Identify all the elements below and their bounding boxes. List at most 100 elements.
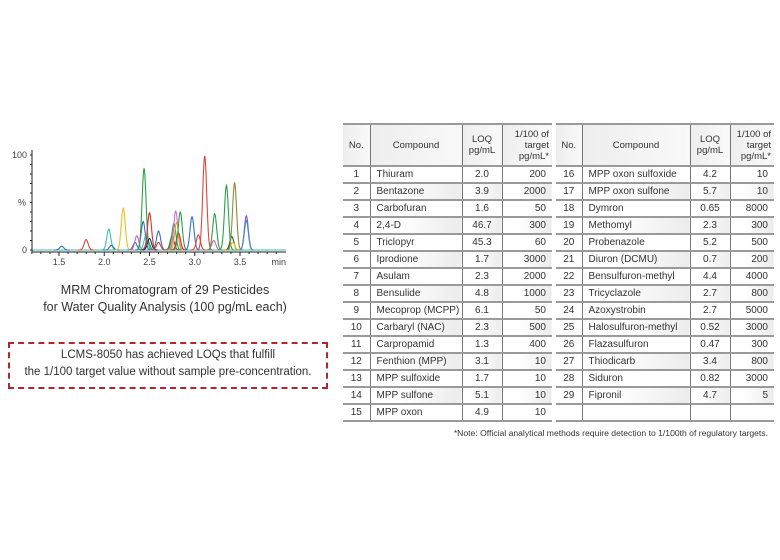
cell-compound: Tricyclazole (582, 285, 691, 303)
cell-compound: Azoxystrobin (582, 302, 691, 320)
header-compound: Compound (370, 123, 463, 167)
cell-no: 24 (556, 302, 583, 320)
cell-loq: 2.0 (462, 166, 503, 184)
cell-compound: Flazasulfuron (582, 336, 691, 354)
cell-target: 1000 (502, 285, 552, 303)
peak (168, 221, 185, 251)
cell-loq: 3.1 (462, 353, 503, 371)
cell-no: 13 (343, 370, 371, 388)
cell-no: 26 (556, 336, 583, 354)
cell-loq: 4.2 (690, 166, 731, 184)
cell-no: 28 (556, 370, 583, 388)
table-row: 9 Mecoprop (MCPP) 6.1 50 (343, 302, 552, 320)
cell-no: 14 (343, 387, 371, 405)
table-row: 20 Probenazole 5.2 500 (556, 234, 774, 252)
cell-no: 25 (556, 319, 583, 337)
cell-compound: Fenthion (MPP) (370, 353, 463, 371)
header-loq-line2: pg/mL (468, 145, 496, 156)
cell-compound: Carbofuran (370, 200, 463, 218)
cell-compound: MPP sulfoxide (370, 370, 463, 388)
cell-loq: 0.47 (690, 336, 731, 354)
callout-box: LCMS-8050 has achieved LOQs that fulfill… (8, 342, 328, 389)
cell-compound: Triclopyr (370, 234, 463, 252)
cell-loq: 4.7 (690, 387, 731, 405)
cell-loq: 2.7 (690, 285, 731, 303)
cell-compound: Mecoprop (MCPP) (370, 302, 463, 320)
table-row: 14 MPP sulfone 5.1 10 (343, 387, 552, 405)
cell-target: 60 (502, 234, 552, 252)
cell-loq: 4.9 (462, 404, 503, 422)
table-row: 21 Diuron (DCMU) 0.7 200 (556, 251, 774, 269)
header-loq: LOQ pg/mL (462, 123, 503, 167)
cell-compound: MPP sulfone (370, 387, 463, 405)
callout-line-1: LCMS-8050 has achieved LOQs that fulfill (60, 349, 276, 361)
cell-target: 400 (502, 336, 552, 354)
cell-no: 18 (556, 200, 583, 218)
header-target-line2: target (524, 139, 549, 151)
cell-no: 29 (556, 387, 583, 405)
peak (78, 238, 95, 251)
chart-title: MRM Chromatogram of 29 Pesticides (60, 283, 270, 297)
peak (183, 215, 201, 251)
x-tick-label: 2.5 (143, 257, 156, 267)
peak (226, 182, 243, 251)
table-row: 26 Flazasulfuron 0.47 300 (556, 336, 774, 354)
chromatogram: 1.5 2.0 2.5 3.0 3.5 min 0 100% (12, 150, 286, 267)
cell-loq: 2.7 (690, 302, 731, 320)
cell-compound: MPP oxon sulfoxide (582, 166, 691, 184)
table-row: 7 Asulam 2.3 2000 (343, 268, 552, 286)
cell-loq: 0.7 (690, 251, 731, 269)
cell-loq: 2.3 (462, 319, 503, 337)
header-loq-line2: pg/mL (696, 145, 724, 156)
cell-no: 27 (556, 353, 583, 371)
cell-compound: Bensulide (370, 285, 463, 303)
peak (172, 210, 189, 251)
cell-loq: 2.3 (690, 217, 731, 235)
table-row: 13 MPP sulfoxide 1.7 10 (343, 370, 552, 388)
header-loq: LOQ pg/mL (690, 123, 731, 167)
cell-compound: MPP oxon (370, 404, 463, 422)
loq-table-right: No. Compound LOQ pg/mL 1/100 of target pg/m… (556, 123, 774, 422)
chart-subtitle: for Water Quality Analysis (100 pg/mL ea… (43, 300, 287, 314)
table-row: 12 Fenthion (MPP) 3.1 10 (343, 353, 552, 371)
header-loq-line1: LOQ (699, 134, 721, 145)
cell-no: 15 (343, 404, 371, 422)
cell-no: 16 (556, 166, 583, 184)
cell-target: 50 (502, 200, 552, 218)
cell-loq: 4.8 (462, 285, 503, 303)
header-row: No. Compound LOQ pg/mL 1/100 of target pg/m… (343, 123, 552, 167)
table-row (556, 404, 774, 422)
cell-no: 6 (343, 251, 371, 269)
table-row: 24 Azoxystrobin 2.7 5000 (556, 302, 774, 320)
cell-target: 5000 (730, 302, 774, 320)
cell-target: 500 (730, 234, 774, 252)
cell-compound: MPP oxon sulfone (582, 183, 691, 201)
table-row: 15 MPP oxon 4.9 10 (343, 404, 552, 422)
cell-no: 11 (343, 336, 371, 354)
header-target: 1/100 of target pg/mL* (502, 123, 552, 167)
header-no: No. (343, 123, 371, 167)
header-target-line1: 1/100 of (514, 128, 549, 140)
cell-compound (582, 404, 691, 422)
cell-no: 12 (343, 353, 371, 371)
header-loq-line1: LOQ (471, 134, 493, 145)
cell-target: 3000 (730, 370, 774, 388)
cell-loq: 5.7 (690, 183, 731, 201)
table-row: 2 Bentazone 3.9 2000 (343, 183, 552, 201)
table-note: *Note: Official analytical methods requi… (453, 428, 768, 438)
header-row: No. Compound LOQ pg/mL 1/100 of target pg/m… (556, 123, 774, 167)
table-row: 29 Fipronil 4.7 5 (556, 387, 774, 405)
cell-compound: Asulam (370, 268, 463, 286)
cell-target: 10 (502, 353, 552, 371)
chart-caption: MRM Chromatogram of 29 Pesticides for Wa… (0, 282, 330, 316)
header-target: 1/100 of target pg/mL* (730, 123, 774, 167)
cell-target: 200 (502, 166, 552, 184)
cell-loq: 5.1 (462, 387, 503, 405)
peak (218, 183, 235, 251)
cell-target: 4000 (730, 268, 774, 286)
table-row: 5 Triclopyr 45.3 60 (343, 234, 552, 252)
cell-loq: 46.7 (462, 217, 503, 235)
cell-loq: 1.3 (462, 336, 503, 354)
cell-compound: Diuron (DCMU) (582, 251, 691, 269)
cell-target: 8000 (730, 200, 774, 218)
